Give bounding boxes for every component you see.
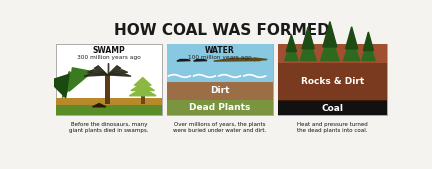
Polygon shape <box>129 88 156 96</box>
Bar <box>56 44 162 115</box>
Polygon shape <box>302 27 314 49</box>
Polygon shape <box>108 70 128 75</box>
Polygon shape <box>177 59 190 61</box>
Polygon shape <box>87 70 108 75</box>
Polygon shape <box>343 35 360 61</box>
Polygon shape <box>194 59 207 61</box>
Bar <box>56 98 162 105</box>
Polygon shape <box>362 39 375 61</box>
Text: Dirt: Dirt <box>210 86 230 95</box>
Polygon shape <box>108 74 131 76</box>
Polygon shape <box>323 22 337 47</box>
Bar <box>56 102 162 115</box>
Polygon shape <box>346 27 358 49</box>
Text: WATER: WATER <box>205 46 235 55</box>
Text: Dead Plants: Dead Plants <box>189 103 251 112</box>
Bar <box>141 85 145 104</box>
Polygon shape <box>131 83 155 91</box>
Text: Over millions of years, the plants
were buried under water and dirt.: Over millions of years, the plants were … <box>173 122 267 133</box>
Polygon shape <box>84 74 108 76</box>
Polygon shape <box>94 66 108 75</box>
Bar <box>278 44 387 63</box>
Polygon shape <box>285 41 298 61</box>
Bar <box>167 44 273 115</box>
Text: HOW COAL WAS FORMED: HOW COAL WAS FORMED <box>114 23 329 38</box>
Polygon shape <box>363 32 374 51</box>
Text: Rocks & Dirt: Rocks & Dirt <box>301 77 364 86</box>
Bar <box>278 63 387 100</box>
Bar <box>278 44 387 115</box>
Bar <box>167 82 273 100</box>
Bar <box>278 101 387 115</box>
Text: SWAMP: SWAMP <box>92 46 125 55</box>
Polygon shape <box>254 58 267 61</box>
Text: Before the dinosaurs, many
giant plants died in swamps.: Before the dinosaurs, many giant plants … <box>69 122 149 133</box>
Polygon shape <box>286 35 296 52</box>
Text: Coal: Coal <box>321 104 343 113</box>
Polygon shape <box>321 31 339 61</box>
Polygon shape <box>108 66 121 75</box>
Text: 300 million years ago: 300 million years ago <box>77 55 141 60</box>
Polygon shape <box>214 58 260 61</box>
Polygon shape <box>49 74 69 98</box>
Polygon shape <box>69 68 92 91</box>
Bar <box>278 100 387 101</box>
Polygon shape <box>134 78 151 85</box>
Polygon shape <box>92 104 106 107</box>
Bar <box>167 100 273 115</box>
Text: 100 million years ago: 100 million years ago <box>188 55 252 60</box>
Text: Heat and pressure turned
the dead plants into coal.: Heat and pressure turned the dead plants… <box>297 122 368 133</box>
Bar <box>167 44 273 82</box>
Polygon shape <box>300 35 316 61</box>
Bar <box>105 75 110 104</box>
Polygon shape <box>62 72 79 98</box>
